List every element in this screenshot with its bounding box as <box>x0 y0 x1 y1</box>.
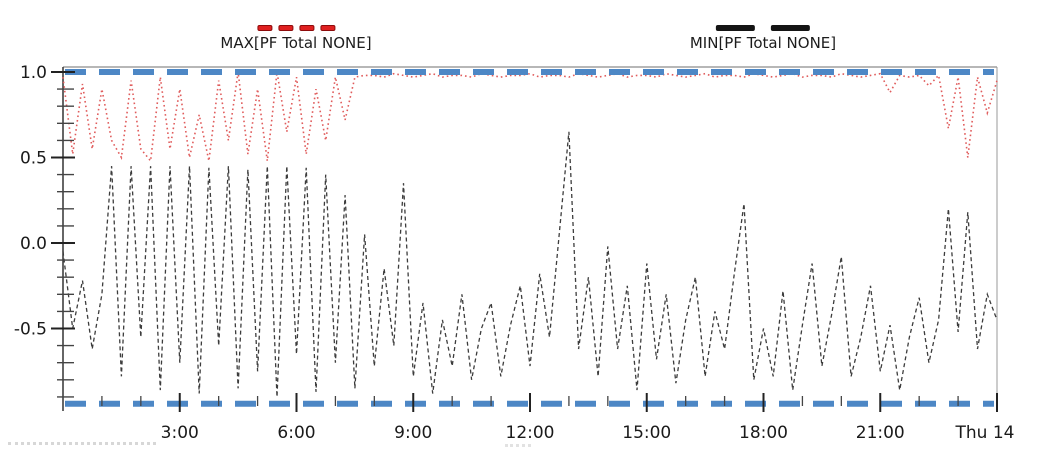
legend-max-dashed-swatch <box>220 24 371 31</box>
y-axis-label: -0.5 <box>14 320 47 340</box>
x-axis-label: 3:00 <box>161 423 199 443</box>
x-axis-label: Thu 14 <box>955 423 1015 443</box>
x-axis-label: 6:00 <box>277 423 315 443</box>
y-axis-label: 1.0 <box>20 63 47 83</box>
legend-min-dashed-swatch <box>690 24 836 31</box>
red-dash-icon <box>299 24 314 31</box>
y-axis-label: 0.0 <box>20 234 47 254</box>
legend-max: MAX[PF Total NONE] <box>220 24 372 52</box>
legend-min-label: MIN[PF Total NONE] <box>689 34 837 52</box>
series-max-line <box>62 71 998 163</box>
x-axis-label: 21:00 <box>856 423 905 443</box>
cropped-text-artifact <box>505 444 531 447</box>
x-axis-label: 9:00 <box>394 423 432 443</box>
series-min-line <box>62 131 998 397</box>
red-dash-icon <box>257 24 272 31</box>
x-axis-label: 12:00 <box>506 423 555 443</box>
red-dash-icon <box>320 24 335 31</box>
cropped-text-artifact <box>8 442 156 445</box>
red-dash-icon <box>278 24 293 31</box>
black-dash-icon <box>770 24 810 31</box>
y-axis-label: 0.5 <box>20 149 47 169</box>
legend-max-label: MAX[PF Total NONE] <box>220 34 372 52</box>
black-dash-icon <box>715 24 755 31</box>
legend-min: MIN[PF Total NONE] <box>690 24 836 52</box>
x-axis-label: 15:00 <box>622 423 671 443</box>
x-axis-label: 18:00 <box>739 423 788 443</box>
